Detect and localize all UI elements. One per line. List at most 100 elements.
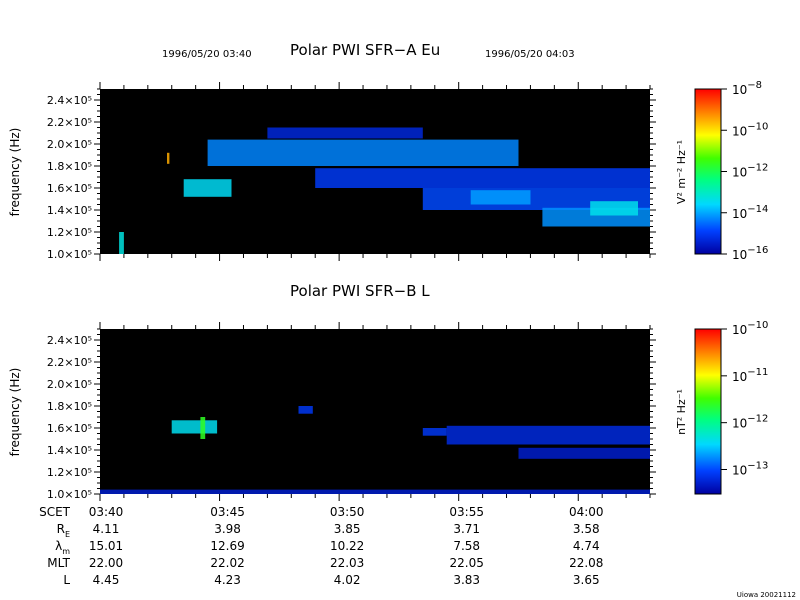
ephemeris-label-text: R [57, 522, 65, 536]
ephemeris-row-label: L [63, 573, 70, 587]
ephemeris-value: 4.02 [334, 573, 361, 587]
colorbar-tick-exponent: −12 [747, 414, 768, 425]
y-tick-label: 2.0×10⁵ [47, 378, 92, 391]
colorbar-tick-label: 10−13 [732, 461, 768, 478]
colorbar-tick-exponent: −10 [747, 121, 768, 132]
y-tick-label: 1.8×10⁵ [47, 400, 92, 413]
emission-band-a-4 [315, 168, 650, 188]
colorbar-a-scale [694, 88, 722, 255]
emission-band-a-7 [590, 201, 638, 216]
ephemeris-value: 4.45 [93, 573, 120, 587]
emission-band-a-10 [167, 152, 170, 164]
emission-band-b-3 [298, 406, 313, 414]
start-time: 1996/05/20 03:40 [162, 49, 252, 60]
y-axis-label-b: frequency (Hz) [8, 368, 22, 457]
ephemeris-value: 3.65 [573, 573, 600, 587]
colorbar-tick-exponent: −12 [747, 163, 768, 174]
colorbar-tick-label: 10−10 [732, 320, 768, 337]
colorbar-tick-exponent: −11 [747, 367, 768, 378]
colorbar-tick-label: 10−12 [732, 163, 768, 180]
ephemeris-value: 22.02 [210, 556, 244, 570]
end-time: 1996/05/20 04:03 [485, 49, 575, 60]
ephemeris-value: 3.58 [573, 522, 600, 536]
colorbar-tick-label: 10−12 [732, 414, 768, 431]
ephemeris-value: 10.22 [330, 539, 364, 553]
y-tick-label: 1.0×10⁵ [47, 488, 92, 501]
y-tick-label: 2.4×10⁵ [47, 94, 92, 107]
emission-band-b-1 [171, 420, 218, 434]
ephemeris-value: 4.11 [93, 522, 120, 536]
panel-b: 2.4×10⁵ 2.2×10⁵ 2.0×10⁵ 1.8×10⁵ 1.6×10⁵ 1.4×1… [8, 322, 656, 501]
ephemeris-value: 15.01 [89, 539, 123, 553]
chart-title-b: Polar PWI SFR−B L [290, 282, 430, 300]
ephemeris-value: 3.83 [453, 573, 480, 587]
colorbar-b-scale [694, 328, 722, 495]
y-axis-label-a: frequency (Hz) [8, 128, 22, 217]
ephemeris-value: 22.00 [89, 556, 123, 570]
y-tick-label: 2.0×10⁵ [47, 138, 92, 151]
y-tick-label: 1.2×10⁵ [47, 466, 92, 479]
emission-band-a-3 [267, 127, 423, 139]
colorbar-tick-exponent: −10 [747, 320, 768, 331]
ephemeris-value: 03:40 [89, 505, 124, 519]
colorbar-tick-base: 10 [732, 83, 747, 97]
colorbar-tick-label: 10−11 [732, 367, 768, 384]
y-tick-label: 1.4×10⁵ [47, 444, 92, 457]
footer-credit: Uiowa 20021112 [737, 591, 796, 599]
y-tick-label: 1.8×10⁵ [47, 160, 92, 173]
y-tick-label: 1.0×10⁵ [47, 248, 92, 261]
y-tick-label: 1.6×10⁵ [47, 422, 92, 435]
colorbar-tick-base: 10 [732, 417, 747, 431]
emission-band-b-7 [100, 489, 650, 494]
ephemeris-value: 03:50 [330, 505, 365, 519]
ephemeris-value: 12.69 [210, 539, 244, 553]
colorbar-a-unit: V² m⁻² Hz⁻¹ [675, 140, 688, 204]
axis-ticks-a: 2.4×10⁵ 2.2×10⁵ 2.0×10⁵ 1.8×10⁵ 1.6×10⁵ 1.4×1… [47, 82, 656, 261]
y-tick-label: 1.2×10⁵ [47, 226, 92, 239]
emission-band-b-5 [446, 425, 650, 445]
spectrogram-marks-a [119, 127, 650, 254]
y-tick-label: 2.4×10⁵ [47, 334, 92, 347]
colorbar-tick-base: 10 [732, 166, 747, 180]
colorbar-tick-base: 10 [732, 248, 747, 262]
emission-band-a-1 [183, 179, 232, 197]
ephemeris-label-text: λ [55, 539, 62, 553]
ephemeris-row-label: λm [55, 539, 70, 556]
ephemeris-label-subscript: m [62, 547, 70, 556]
colorbar-tick-base: 10 [732, 323, 747, 337]
colorbar-tick-label: 10−10 [732, 121, 768, 138]
ephemeris-label-text: MLT [47, 556, 70, 570]
ephemeris-value: 03:55 [449, 505, 484, 519]
ephemeris-value: 03:45 [210, 505, 245, 519]
ephemeris-label-subscript: E [65, 530, 70, 539]
ephemeris-value: 4.74 [573, 539, 600, 553]
ephemeris-table: SCET 03:40 03:45 03:50 03:55 04:00 RE 4.11 3.98 3… [39, 505, 603, 587]
ephemeris-label-text: SCET [39, 505, 71, 519]
colorbar-tick-exponent: −8 [747, 80, 762, 91]
colorbar-tick-exponent: −13 [747, 461, 768, 472]
ephemeris-value: 22.08 [569, 556, 603, 570]
emission-band-b-4 [422, 428, 447, 436]
emission-band-a-9 [119, 232, 124, 254]
ephemeris-value: 04:00 [569, 505, 604, 519]
colorbar-tick-label: 10−14 [732, 204, 768, 221]
panel-a: 2.4×10⁵ 2.2×10⁵ 2.0×10⁵ 1.8×10⁵ 1.6×10⁵ 1.4×1… [8, 82, 656, 261]
ephemeris-value: 7.58 [453, 539, 480, 553]
ephemeris-value: 3.98 [214, 522, 241, 536]
colorbar-tick-exponent: −14 [747, 204, 768, 215]
ephemeris-value: 4.23 [214, 573, 241, 587]
colorbar-tick-base: 10 [732, 370, 747, 384]
colorbar-tick-label: 10−16 [732, 245, 768, 262]
y-tick-label: 1.4×10⁵ [47, 204, 92, 217]
axis-ticks-b: 2.4×10⁵ 2.2×10⁵ 2.0×10⁵ 1.8×10⁵ 1.6×10⁵ 1.4×1… [47, 322, 656, 501]
plot-area-b [100, 329, 650, 494]
colorbar-tick-base: 10 [732, 124, 747, 138]
emission-band-a-2 [207, 139, 519, 166]
ephemeris-label-text: L [63, 573, 70, 587]
emission-band-b-6 [518, 447, 650, 459]
chart-title-a: Polar PWI SFR−A Eu [290, 41, 440, 59]
